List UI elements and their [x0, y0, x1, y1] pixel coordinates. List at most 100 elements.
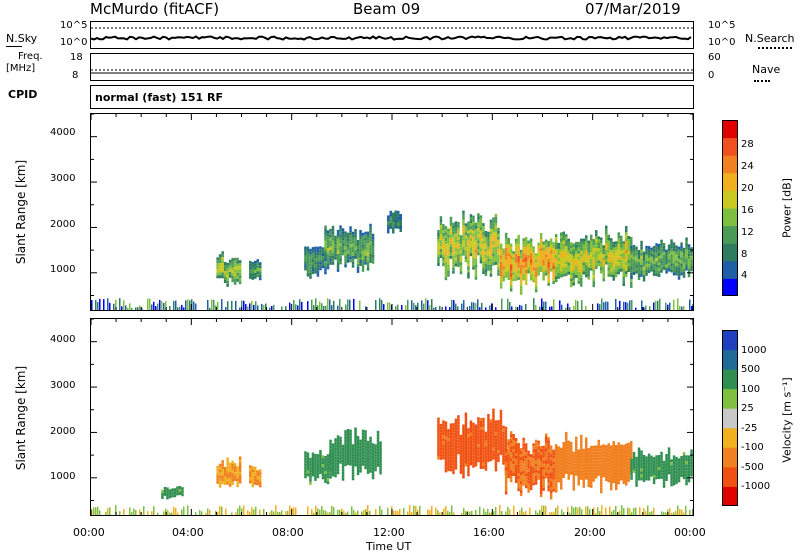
velocity-echo-cell — [685, 455, 688, 459]
velocity-echo-cell — [517, 476, 520, 480]
velocity-echo-cell — [479, 418, 483, 421]
velocity-echo-cell — [617, 445, 620, 449]
velocity-echo-cell — [652, 463, 656, 467]
velocity-echo-cell — [467, 470, 470, 474]
velocity-echo-cell — [547, 455, 550, 459]
power-echo-cell — [595, 236, 598, 240]
power-echo-cell — [251, 267, 254, 271]
velocity-echo-cell — [565, 446, 568, 450]
power-echo-cell — [254, 269, 257, 273]
power-echo-cell — [364, 255, 367, 259]
velocity-echo-cell — [444, 439, 448, 443]
velocity-echo-cell — [464, 424, 468, 428]
velocity-ground-scatter — [241, 508, 243, 515]
time-tick-5: 20:00 — [574, 526, 606, 539]
velocity-echo-cell — [635, 474, 638, 478]
power-echo-cell — [344, 240, 347, 244]
power-echo-cell — [326, 242, 330, 246]
velocity-echo-cell — [647, 465, 651, 469]
power-echo-cell — [690, 265, 693, 269]
velocity-echo-cell — [524, 467, 528, 471]
velocity-echo-cell — [499, 442, 503, 446]
power-echo-cell — [226, 280, 229, 284]
velocity-echo-cell — [467, 434, 470, 438]
velocity-echo-cell — [238, 477, 242, 481]
velocity-echo-cell — [369, 466, 372, 470]
power-echo-cell — [499, 276, 503, 280]
power-echo-cell — [647, 249, 651, 253]
velocity-echo-cell — [256, 470, 259, 474]
power-echo-cell — [457, 263, 460, 267]
power-echo-cell — [657, 256, 661, 259]
power-ground-scatter — [235, 300, 237, 310]
velocity-echo-cell — [254, 472, 257, 476]
power-echo-cell — [479, 245, 483, 249]
velocity-echo-cell — [522, 443, 525, 447]
velocity-echo-cell — [472, 437, 475, 441]
power-echo-cell — [502, 266, 505, 270]
power-echo-cell — [534, 253, 538, 257]
power-echo-cell — [344, 255, 347, 259]
power-echo-cell — [517, 255, 520, 259]
power-echo-cell — [309, 266, 312, 270]
power-echo-cell — [567, 253, 570, 257]
power-echo-cell — [221, 269, 224, 273]
velocity-echo-cell — [479, 436, 483, 439]
power-echo-cell — [622, 259, 625, 262]
velocity-echo-cell — [236, 466, 239, 470]
power-echo-cell — [640, 264, 643, 268]
power-ground-scatter — [289, 302, 291, 310]
velocity-echo-cell — [592, 469, 595, 473]
velocity-echo-cell — [514, 462, 518, 465]
velocity-echo-cell — [625, 446, 628, 450]
velocity-echo-cell — [527, 480, 530, 484]
power-ground-scatter — [665, 302, 667, 310]
power-echo-cell — [622, 277, 625, 280]
power-echo-cell — [336, 232, 340, 236]
velocity-echo-cell — [637, 462, 641, 466]
velocity-ground-scatter — [247, 510, 249, 515]
power-echo-cell — [482, 250, 485, 254]
velocity-echo-cell — [514, 444, 518, 447]
power-echo-cell — [487, 267, 490, 271]
power-echo-cell — [517, 258, 520, 262]
power-echo-cell — [479, 260, 483, 264]
velocity-echo-cell — [580, 455, 583, 459]
power-echo-cell — [499, 270, 503, 274]
velocity-ground-scatter — [317, 508, 319, 515]
power-echo-cell — [457, 242, 460, 246]
velocity-echo-cell — [489, 440, 493, 444]
velocity-echo-cell — [682, 452, 686, 456]
power-echo-cell — [625, 259, 628, 263]
velocity-echo-cell — [482, 432, 485, 436]
velocity-ground-scatter — [685, 505, 687, 515]
velocity-ground-scatter — [219, 506, 221, 515]
velocity-echo-cell — [346, 438, 350, 441]
velocity-echo-cell — [580, 458, 583, 462]
power-echo-cell — [231, 279, 234, 283]
velocity-echo-cell — [497, 420, 500, 424]
vel-ytick-2000: 2000 — [50, 426, 76, 437]
power-echo-cell — [459, 259, 463, 263]
power-echo-cell — [474, 252, 478, 256]
power-echo-cell — [622, 241, 625, 244]
velocity-echo-cell — [464, 412, 468, 416]
velocity-echo-cell — [228, 477, 232, 481]
power-echo-cell — [610, 241, 613, 245]
velocity-echo-cell — [489, 419, 493, 423]
velocity-echo-cell — [221, 463, 224, 467]
power-echo-cell — [517, 249, 520, 253]
power-echo-cell — [622, 262, 625, 265]
velocity-echo-cell — [622, 465, 625, 469]
power-echo-cell — [539, 251, 543, 254]
velocity-echo-cell — [497, 453, 500, 457]
power-echo-cell — [522, 238, 525, 242]
power-echo-cell — [394, 225, 397, 229]
power-echo-cell — [617, 262, 620, 266]
power-echo-cell — [527, 261, 530, 265]
velocity-echo-cell — [677, 461, 681, 465]
velocity-echo-cell — [477, 420, 480, 424]
power-echo-cell — [326, 236, 330, 240]
velocity-echo-cell — [447, 447, 450, 451]
power-echo-cell — [565, 258, 568, 262]
